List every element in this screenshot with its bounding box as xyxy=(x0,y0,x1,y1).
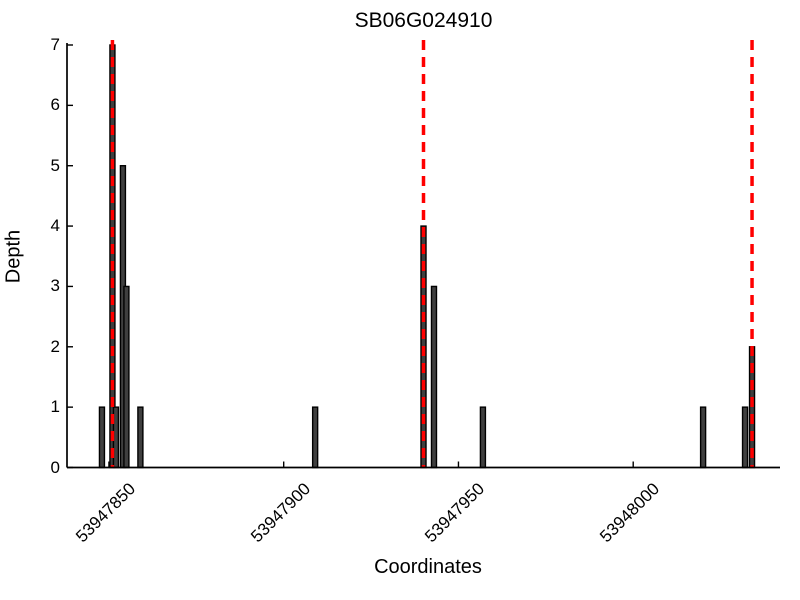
depth-bar xyxy=(311,406,319,469)
depth-bar xyxy=(479,406,487,469)
y-tick-label: 1 xyxy=(50,397,60,417)
chart-title: SB06G024910 xyxy=(354,9,493,32)
x-axis-label: Coordinates xyxy=(374,556,482,578)
y-axis-label: Depth xyxy=(2,229,25,284)
depth-bar xyxy=(123,285,130,469)
depth-bar xyxy=(98,406,106,469)
depth-bar xyxy=(741,406,749,469)
y-tick-label: 0 xyxy=(50,457,60,477)
depth-bar xyxy=(137,406,144,469)
y-tick-label: 6 xyxy=(50,95,60,115)
depth-bar xyxy=(699,406,707,469)
y-tick-label: 3 xyxy=(50,276,60,296)
depth-bar xyxy=(430,285,438,469)
y-tick-label: 7 xyxy=(50,35,60,54)
y-tick-label: 4 xyxy=(50,216,60,236)
y-tick-label: 5 xyxy=(50,155,60,175)
y-tick-label: 2 xyxy=(50,336,60,356)
